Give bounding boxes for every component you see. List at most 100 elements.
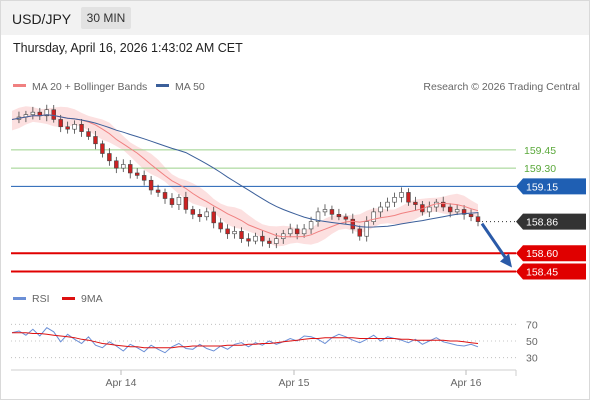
candle-body xyxy=(190,209,196,215)
timeframe-button[interactable]: 30 MIN xyxy=(81,7,131,29)
candle-body xyxy=(114,160,119,169)
rsi-tick-label: 50 xyxy=(526,336,538,348)
ma50-legend-swatch xyxy=(156,84,169,87)
candle-body xyxy=(260,235,265,242)
candle-body xyxy=(197,214,203,218)
x-tick-label: Apr 16 xyxy=(451,377,482,389)
ma20-legend-swatch xyxy=(13,84,26,87)
forecast-arrow xyxy=(480,222,512,268)
forecast-arrow-shaft xyxy=(480,222,510,263)
candle-body xyxy=(413,201,418,205)
candle-body xyxy=(399,192,404,198)
forecast-arrow-head xyxy=(500,253,512,268)
level-label-159.45: 159.45 xyxy=(524,145,556,157)
candle-body xyxy=(378,206,383,213)
research-credit: Research © 2026 Trading Central xyxy=(423,81,580,93)
candle-body xyxy=(148,179,154,191)
ma50-line xyxy=(11,114,479,228)
candle-body xyxy=(315,211,321,222)
candle-body xyxy=(287,228,293,235)
candle-body xyxy=(343,216,349,220)
candle-body xyxy=(176,196,182,205)
candle-body xyxy=(225,228,230,235)
rsi-legend-label: RSI xyxy=(32,293,50,305)
candle-body xyxy=(350,218,356,230)
candle-body xyxy=(93,136,98,145)
candle-body xyxy=(301,228,307,235)
candle-body xyxy=(364,221,369,237)
x-tick-label: Apr 15 xyxy=(279,377,310,389)
candle-body xyxy=(100,143,105,154)
level-label-159.30: 159.30 xyxy=(524,163,556,175)
bollinger-band-area xyxy=(12,106,478,247)
candle-body xyxy=(336,214,342,218)
x-axis: Apr 14 Apr 15 Apr 16 xyxy=(11,369,517,389)
rsi-legend-swatch xyxy=(13,297,26,300)
candle-body xyxy=(51,109,56,120)
level-tag-159.15 xyxy=(516,178,586,195)
candle-body xyxy=(329,209,335,215)
ma20-line xyxy=(11,114,479,238)
bollinger-bands xyxy=(12,106,478,247)
ma50-legend-label: MA 50 xyxy=(175,81,205,93)
candle-body xyxy=(468,214,474,218)
candle-body xyxy=(128,164,133,174)
candle-body xyxy=(86,131,91,137)
rsi-tick-label: 30 xyxy=(526,353,538,365)
moving-averages xyxy=(11,114,479,238)
candle-body xyxy=(294,228,300,235)
candle-body xyxy=(246,238,251,242)
level-labels: 159.45 159.30 159.15 158.86 158.60 158.45 xyxy=(516,145,586,280)
rsi-ma-legend-label: 9MA xyxy=(81,293,103,305)
candle-body xyxy=(454,209,460,213)
candle-body xyxy=(475,216,481,222)
x-tick-label: Apr 14 xyxy=(106,377,137,389)
candle-body xyxy=(385,201,390,208)
candle-body xyxy=(107,153,112,162)
rsi-tick-label: 70 xyxy=(526,319,538,331)
candle-body xyxy=(392,196,397,203)
candle-body xyxy=(211,211,216,224)
candle-body xyxy=(169,198,175,205)
level-tag-158.86 xyxy=(516,213,586,230)
candle-body xyxy=(308,221,314,230)
level-label-158.86: 158.86 xyxy=(526,217,558,229)
candle-body xyxy=(441,201,446,208)
candle-body xyxy=(79,124,84,132)
candle-body xyxy=(162,192,168,199)
candle-body xyxy=(204,211,209,218)
rsi-line xyxy=(11,327,479,354)
candle-body xyxy=(274,238,279,244)
candle-body xyxy=(232,231,237,235)
candle-body xyxy=(65,126,70,130)
ma20-legend-label: MA 20 + Bollinger Bands xyxy=(32,81,147,93)
candle-body xyxy=(461,209,467,215)
candle-body xyxy=(141,175,147,181)
candle-body xyxy=(72,124,77,130)
candle-body xyxy=(427,206,432,213)
level-label-158.60: 158.60 xyxy=(526,248,558,260)
rsi-ma-legend-swatch xyxy=(62,297,75,300)
candle-body xyxy=(447,206,453,213)
candle-body xyxy=(183,196,189,210)
chart-header: USD/JPY 30 MIN xyxy=(1,1,589,35)
level-label-159.15: 159.15 xyxy=(526,181,558,193)
level-tag-158.45 xyxy=(516,263,586,280)
candle-body xyxy=(253,235,258,242)
rsi-panel: 70 50 30 xyxy=(11,319,538,365)
candle-body xyxy=(218,222,223,230)
candle-body xyxy=(239,231,244,239)
candle-body xyxy=(121,164,126,169)
candle-body xyxy=(30,111,36,115)
level-label-158.45: 158.45 xyxy=(526,266,558,278)
candle-body xyxy=(357,228,362,237)
rsi-ma-line xyxy=(12,332,479,349)
candle-body xyxy=(406,192,411,203)
candle-body xyxy=(371,211,376,222)
symbol-title: USD/JPY xyxy=(12,11,72,27)
price-levels xyxy=(11,149,516,273)
candle-body xyxy=(44,109,49,117)
candle-body xyxy=(322,209,328,213)
chart-datetime: Thursday, April 16, 2026 1:43:02 AM CET xyxy=(13,41,243,55)
